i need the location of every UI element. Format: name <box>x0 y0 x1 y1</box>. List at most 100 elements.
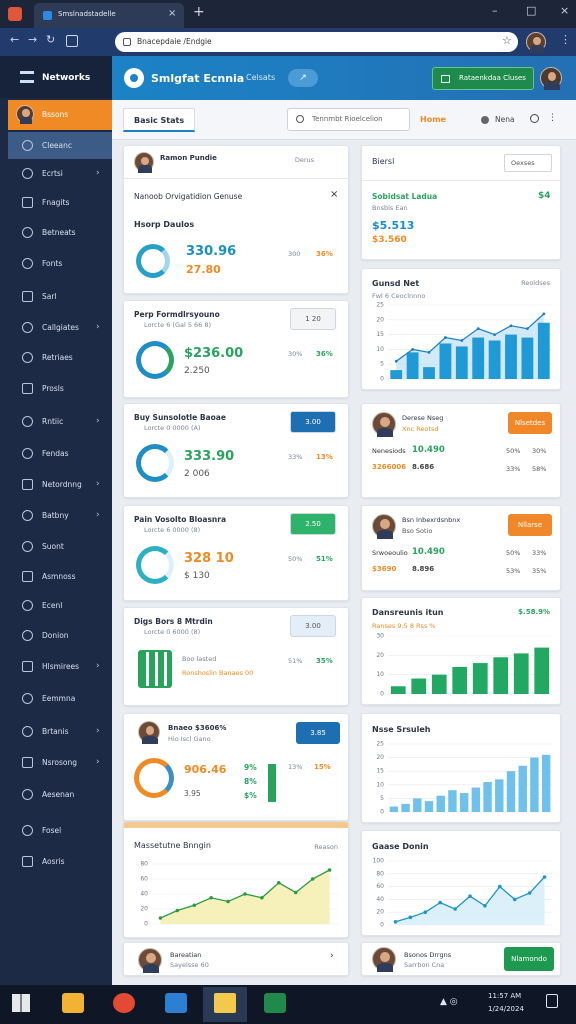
card-button[interactable]: 3.85 <box>296 722 340 744</box>
card-button[interactable]: 3.00 <box>290 411 336 433</box>
point <box>423 910 428 914</box>
avatar-face <box>547 71 557 82</box>
menu-dots[interactable]: ⋮ <box>560 33 571 46</box>
sidebar-item[interactable]: Fnagits <box>8 189 112 216</box>
sidebar-item[interactable]: Fendas <box>8 440 112 467</box>
sidebar-item[interactable]: Aesenan <box>8 781 112 808</box>
card-detail: Bso Sotio <box>402 527 433 535</box>
card: Bareatian Sayelsse 60 › <box>123 942 349 976</box>
header-link[interactable]: Celsats <box>246 73 276 82</box>
sidebar-icon <box>22 661 33 672</box>
sidebar-item[interactable]: Betneats <box>8 219 112 246</box>
home-button[interactable] <box>66 35 78 47</box>
card-title: Pain Vosolto Bloasnra <box>134 515 227 524</box>
settings-icon[interactable]: ⋮ <box>548 113 557 123</box>
card-button[interactable]: Nllarse <box>508 514 552 536</box>
header-pill[interactable]: ↗ <box>288 69 318 87</box>
stat: 36% <box>316 350 333 358</box>
card-button[interactable]: 3.00 <box>290 615 336 637</box>
y-tick-label: 20 <box>376 909 384 916</box>
taskbar-app[interactable] <box>264 993 286 1013</box>
avatar-face <box>145 725 155 736</box>
sidebar-item[interactable]: Callgiates › <box>8 314 112 341</box>
sidebar-item[interactable]: Fosel <box>8 817 112 844</box>
tab-close[interactable]: × <box>168 8 177 19</box>
avatar <box>138 948 162 973</box>
sidebar-item[interactable]: Ecrtsi › <box>8 160 112 187</box>
search-box[interactable]: Tennmbt Rioelcelion <box>287 108 410 131</box>
sidebar-label: Ecrtsi <box>42 168 63 178</box>
sidebar-item[interactable]: Fonts <box>8 250 112 277</box>
sidebar-item[interactable]: Sarl <box>8 283 112 310</box>
sidebar-item[interactable]: Netordnng › <box>8 471 112 498</box>
bar <box>424 801 434 812</box>
sidebar-item[interactable]: Suont <box>8 533 112 560</box>
nav-button[interactable]: → <box>28 33 38 46</box>
tab-favicon <box>43 11 52 20</box>
home-link[interactable]: Home <box>420 115 446 124</box>
card: Dansreunis itun $.58.9% Ranses 9:5 8 Rss %… <box>361 597 561 705</box>
window-control[interactable]: × <box>560 4 570 17</box>
sidebar-item[interactable]: Aosris <box>8 848 112 875</box>
sidebar-icon <box>22 227 33 238</box>
bar <box>534 647 550 694</box>
card-arrow[interactable]: › <box>330 951 334 961</box>
trend-point <box>411 348 414 351</box>
nav-button[interactable]: ↻ <box>46 33 56 46</box>
trend-point <box>444 336 447 339</box>
search-toggle[interactable] <box>530 114 539 123</box>
browser-tab[interactable]: Smslnadstadelle × <box>34 3 184 28</box>
taskbar-app[interactable] <box>113 993 135 1013</box>
nav-button[interactable]: ← <box>10 33 20 46</box>
secondary-label: Ronshoslin Banaes 00 <box>182 669 254 677</box>
sidebar-label: Fendas <box>42 448 69 458</box>
help-link[interactable]: Nena <box>495 115 515 124</box>
sidebar-item[interactable]: Batbny › <box>8 502 112 529</box>
sidebar-item[interactable]: Rntiic › <box>8 408 112 435</box>
sidebar-item[interactable]: Cleeanc <box>8 132 112 159</box>
card: Gunsd Net Fwl 6 Ceoclnnno Reoldses 0 5 10 15 20… <box>361 268 561 390</box>
sidebar-item[interactable]: Bssons <box>8 100 112 130</box>
toolbar-tab[interactable]: Basic Stats <box>123 108 195 132</box>
taskbar-app[interactable] <box>214 993 236 1013</box>
new-tab[interactable]: + <box>193 4 205 20</box>
y-tick-label: 25 <box>376 302 384 309</box>
window-control[interactable]: – <box>492 4 498 17</box>
sidebar-item[interactable]: Brtanis › <box>8 718 112 745</box>
trend-point <box>476 327 480 331</box>
card: Gaase Donin 0 20 40 60 80 100 <box>361 830 561 936</box>
sidebar-chevron: › <box>96 660 100 671</box>
window-control[interactable]: □ <box>526 4 537 17</box>
sidebar-chevron: › <box>96 725 100 736</box>
card-button[interactable]: 2.50 <box>290 513 336 535</box>
sidebar-item[interactable]: Ecenl <box>8 592 112 619</box>
close-icon[interactable]: × <box>330 189 339 200</box>
sidebar-item[interactable]: Hlsmirees › <box>8 653 112 680</box>
start-button[interactable] <box>12 994 30 1012</box>
url-text: Bnacepdaie /Endgie <box>137 37 212 46</box>
url-field[interactable]: Bnacepdaie /Endgie ☆ <box>115 32 518 52</box>
dropdown[interactable]: Oexses <box>504 154 552 172</box>
card-button[interactable]: Nlsetdes <box>508 412 552 434</box>
taskbar-app[interactable] <box>165 993 187 1013</box>
sidebar-item[interactable]: Prosls <box>8 375 112 402</box>
sidebar-item[interactable]: Asmnoss <box>8 563 112 590</box>
mid-value: 9% <box>244 763 257 772</box>
notification-icon[interactable] <box>546 994 558 1008</box>
card-title: Biersl <box>372 157 395 166</box>
card-button[interactable]: 1 20 <box>290 308 336 330</box>
card-button[interactable]: Nlamondo <box>504 947 554 971</box>
card-subtitle: Ranses 9:5 8 Rss % <box>372 622 436 630</box>
sidebar-item[interactable]: Nsrosong › <box>8 749 112 776</box>
y-tick-label: 15 <box>376 768 384 775</box>
sidebar-item[interactable]: Retriaes <box>8 344 112 371</box>
secondary-value: 27.80 <box>186 263 221 276</box>
header-button[interactable]: Rataenkdaa Cluses <box>432 67 534 90</box>
taskbar-app[interactable] <box>62 993 84 1013</box>
sidebar-icon <box>22 600 33 611</box>
sidebar-chevron: › <box>96 756 100 767</box>
sidebar-item[interactable]: Eemmna <box>8 685 112 712</box>
bar <box>537 322 550 379</box>
sidebar-item[interactable]: Donion <box>8 622 112 649</box>
trend-point <box>509 324 513 328</box>
